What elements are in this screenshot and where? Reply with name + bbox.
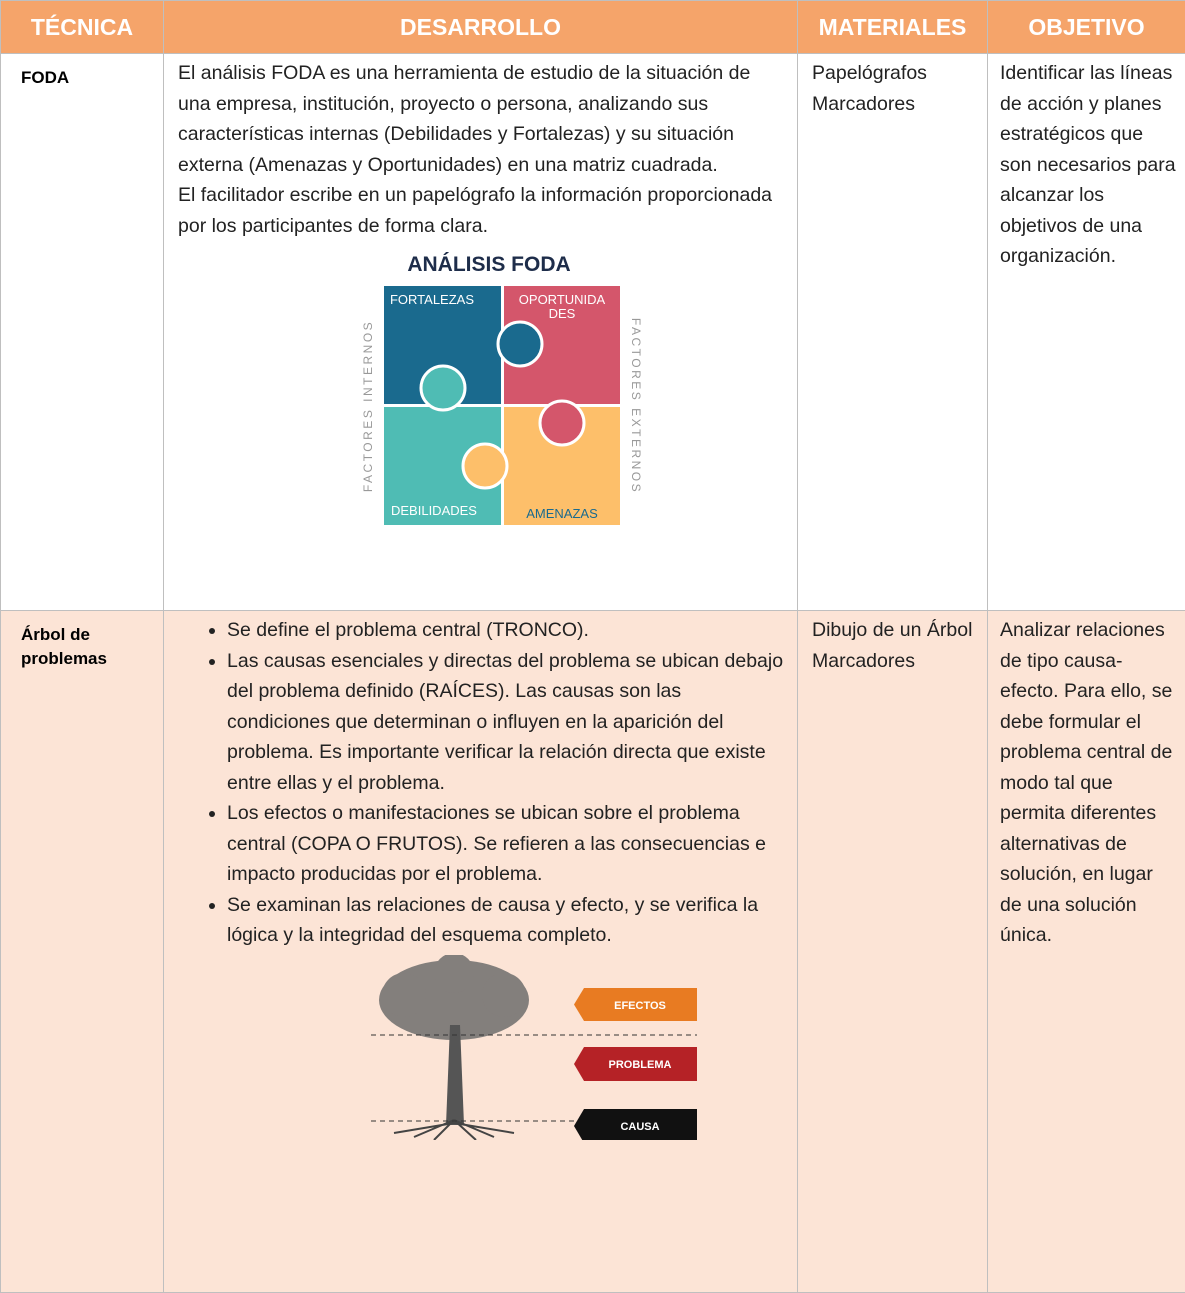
side-label: FACTORES INTERNOS bbox=[361, 320, 375, 492]
row: FODA El análisis FODA es una herramienta… bbox=[1, 54, 1185, 611]
bullet: Se define el problema central (TRONCO). bbox=[227, 615, 785, 646]
header-cell: MATERIALES bbox=[798, 1, 988, 54]
tecnica: Árbol de problemas bbox=[1, 611, 164, 1293]
label: DES bbox=[549, 306, 576, 321]
knob bbox=[421, 366, 465, 410]
label: AMENAZAS bbox=[526, 506, 598, 521]
header-cell: TÉCNICA bbox=[1, 1, 164, 54]
desarrollo: El análisis FODA es una herramienta de e… bbox=[164, 54, 798, 611]
tag-label: CAUSA bbox=[620, 1121, 659, 1133]
tree-figure: EFECTOS PROBLEMA CAUSA bbox=[164, 955, 784, 1140]
tecnica: FODA bbox=[1, 54, 164, 611]
material: Papelógrafos bbox=[812, 58, 979, 89]
foda-figure: ANÁLISIS FODA FORTALEZAS OPORTUNIDA DES … bbox=[164, 241, 784, 531]
materiales: Papelógrafos Marcadores bbox=[798, 54, 988, 611]
bullet-list: Se define el problema central (TRONCO). … bbox=[178, 615, 785, 951]
trunk bbox=[446, 1025, 464, 1125]
paragraph: El facilitador escribe en un papelógrafo… bbox=[178, 180, 785, 241]
tag-label: PROBLEMA bbox=[609, 1059, 672, 1071]
objetivo: Analizar relaciones de tipo causa-efecto… bbox=[988, 611, 1185, 1293]
side-label: FACTORES EXTERNOS bbox=[629, 318, 643, 494]
label: DEBILIDADES bbox=[391, 503, 477, 518]
desarrollo: Se define el problema central (TRONCO). … bbox=[164, 611, 798, 1293]
material: Marcadores bbox=[812, 646, 979, 677]
label: OPORTUNIDA bbox=[519, 292, 606, 307]
material: Marcadores bbox=[812, 89, 979, 120]
bullet: Los efectos o manifestaciones se ubican … bbox=[227, 798, 785, 890]
roots bbox=[394, 1120, 514, 1140]
tag-label: EFECTOS bbox=[614, 1000, 666, 1012]
row: Árbol de problemas Se define el problema… bbox=[1, 611, 1185, 1293]
knob bbox=[498, 322, 542, 366]
material: Dibujo de un Árbol bbox=[812, 615, 979, 646]
objetivo: Identificar las líneas de acción y plane… bbox=[988, 54, 1185, 611]
knob bbox=[463, 444, 507, 488]
materiales: Dibujo de un Árbol Marcadores bbox=[798, 611, 988, 1293]
header-cell: OBJETIVO bbox=[988, 1, 1185, 54]
figure-title: ANÁLISIS FODA bbox=[407, 253, 570, 276]
knob bbox=[540, 401, 584, 445]
header-row: TÉCNICA DESARROLLO MATERIALES OBJETIVO bbox=[1, 1, 1185, 54]
bullet: Se examinan las relaciones de causa y ef… bbox=[227, 890, 785, 951]
bullet: Las causas esenciales y directas del pro… bbox=[227, 646, 785, 799]
header-cell: DESARROLLO bbox=[164, 1, 798, 54]
label: FORTALEZAS bbox=[390, 292, 474, 307]
paragraph: El análisis FODA es una herramienta de e… bbox=[178, 58, 785, 180]
